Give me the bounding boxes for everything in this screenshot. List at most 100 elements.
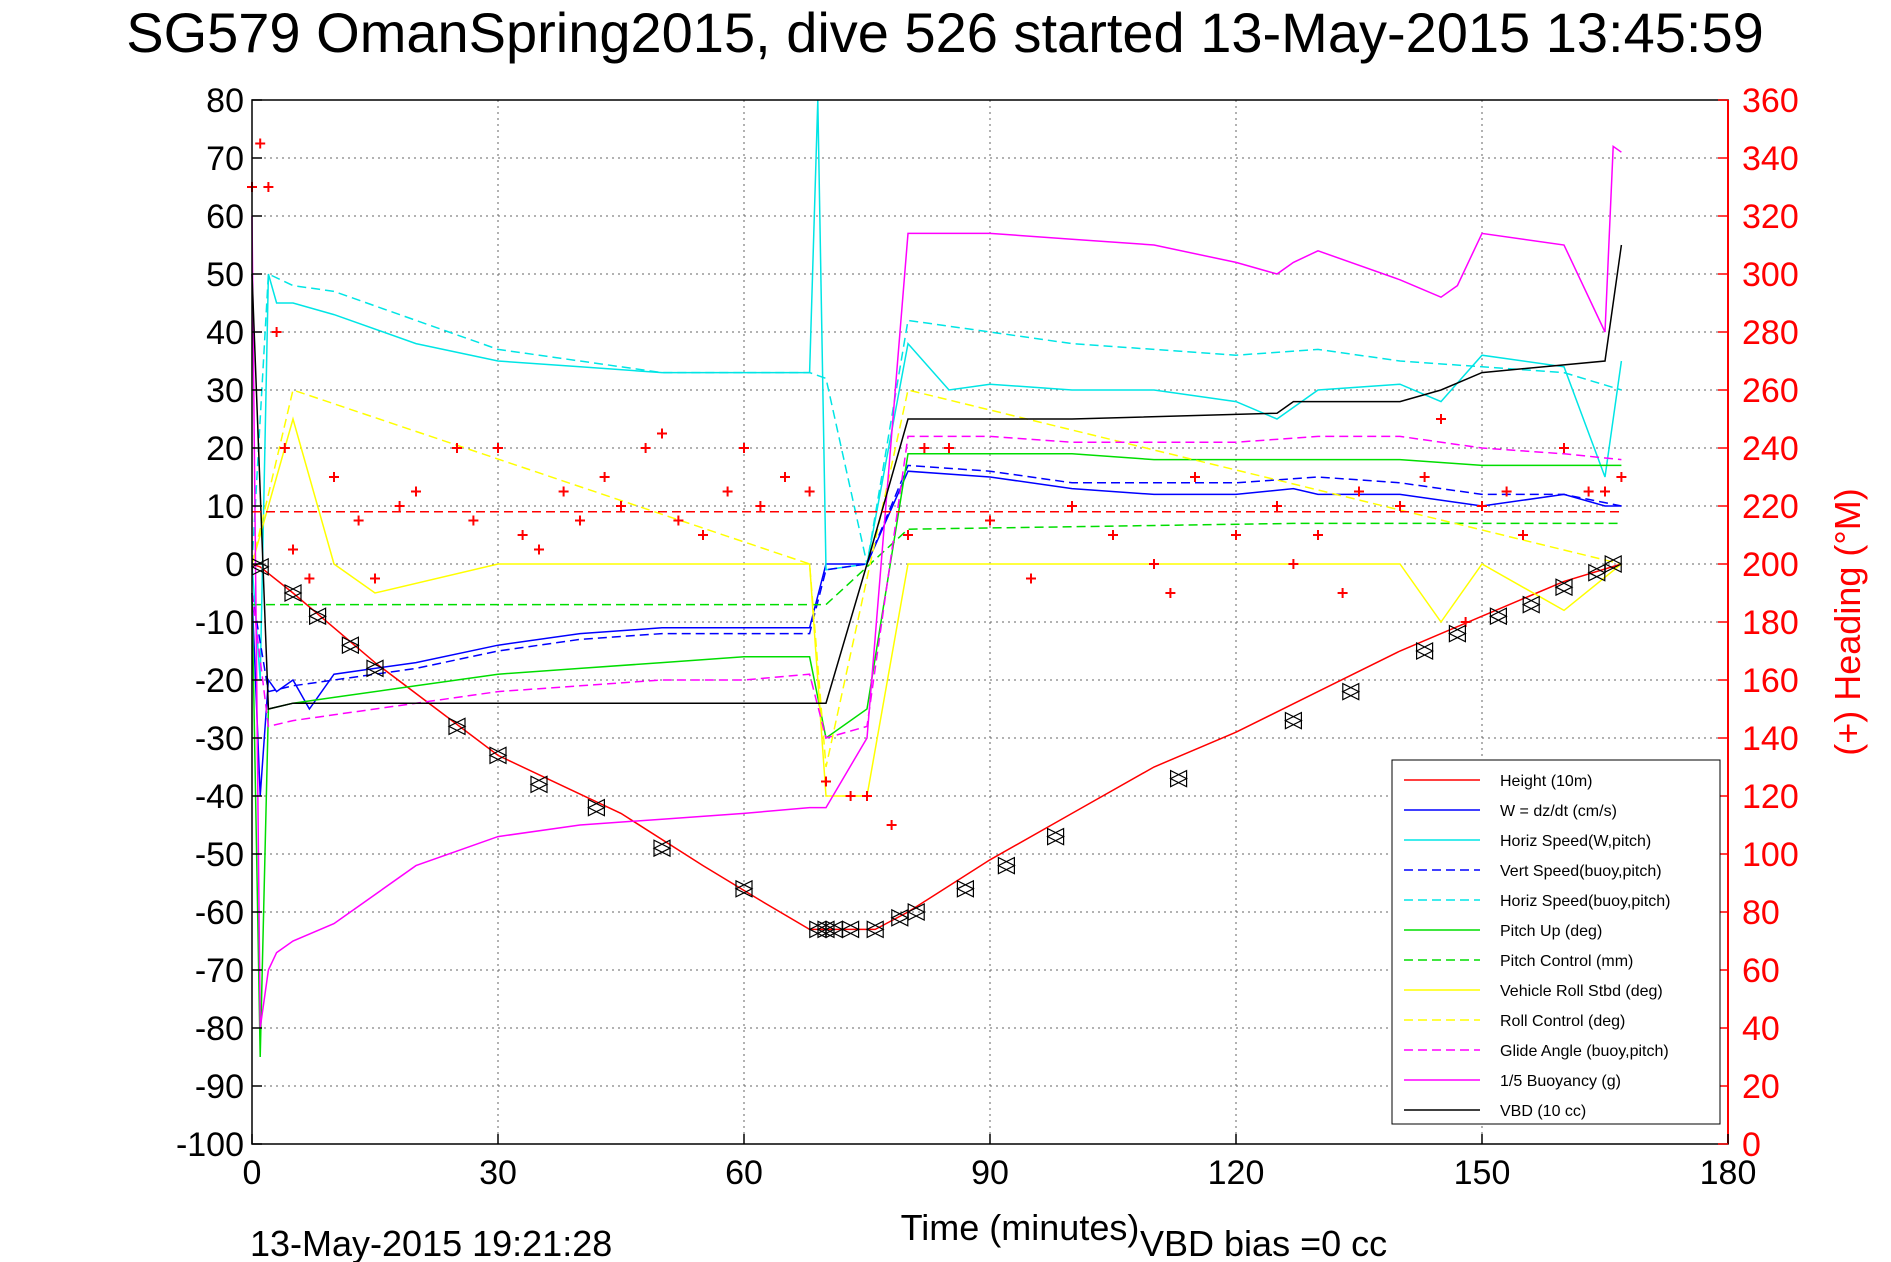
- axis-ticks: 0 30 60 90 120 150 18080706050403020100-10-20-…: [176, 82, 1799, 1192]
- heading-point: [558, 486, 569, 497]
- heading-point: [657, 428, 667, 439]
- heading-point: [903, 530, 913, 540]
- depth-markers: [250, 555, 1623, 939]
- heading-point: [1518, 530, 1528, 540]
- heading-point: [698, 530, 708, 540]
- right-tick-label: 360: [1742, 82, 1799, 120]
- x-axis-label: Time (minutes): [901, 1207, 1140, 1248]
- right-tick-label: 340: [1742, 140, 1799, 178]
- depth-marker: [1521, 595, 1541, 614]
- heading-point: [821, 776, 831, 787]
- footer-timestamp: 13-May-2015 19:21:28: [250, 1223, 612, 1262]
- heading-point: [1559, 443, 1569, 453]
- heading-point: [919, 443, 930, 453]
- legend-entry: Horiz Speed(W,pitch): [1404, 833, 1651, 850]
- heading-point: [1067, 501, 1077, 511]
- heading-point: [394, 501, 405, 511]
- heading-point: [493, 443, 503, 453]
- depth-marker: [652, 839, 672, 858]
- series-line-0: [251, 563, 1622, 931]
- legend-entry: Glide Angle (buoy,pitch): [1404, 1043, 1669, 1060]
- y-tick-label: -60: [195, 894, 244, 932]
- legend-label: Glide Angle (buoy,pitch): [1500, 1043, 1669, 1060]
- vbd-bias-label: VBD bias =0 cc: [1140, 1223, 1387, 1262]
- series-line-7: [251, 416, 1622, 797]
- legend-label: Pitch Up (deg): [1500, 923, 1602, 940]
- heading-point: [271, 327, 282, 337]
- y-tick-label: 80: [206, 82, 244, 120]
- y-tick-label: -80: [195, 1010, 244, 1048]
- legend-entry: Vert Speed(buoy,pitch): [1404, 863, 1662, 880]
- x-tick-label: 30: [479, 1154, 517, 1192]
- legend-entry: Pitch Control (mm): [1404, 953, 1633, 970]
- heading-point: [279, 443, 290, 453]
- y-tick-label: -10: [195, 604, 244, 642]
- heading-point: [575, 515, 585, 526]
- heading-point: [534, 544, 544, 555]
- right-tick-label: 60: [1742, 952, 1780, 990]
- right-tick-label: 120: [1742, 778, 1799, 816]
- x-tick-label: 150: [1454, 1154, 1511, 1192]
- right-tick-label: 320: [1742, 198, 1799, 236]
- heading-point: [616, 501, 626, 511]
- depth-marker: [308, 607, 327, 626]
- depth-marker: [1284, 711, 1303, 730]
- right-tick-label: 140: [1742, 720, 1799, 758]
- right-tick-label: 100: [1742, 836, 1799, 874]
- depth-marker: [1448, 624, 1467, 643]
- legend-entry: 1/5 Buoyancy (g): [1404, 1073, 1621, 1090]
- y-tick-label: 0: [225, 546, 244, 584]
- x-tick-label: 120: [1208, 1154, 1265, 1192]
- legend-label: Vert Speed(buoy,pitch): [1500, 863, 1662, 880]
- x-tick-label: 0: [243, 1154, 262, 1192]
- y-tick-label: -50: [195, 836, 244, 874]
- depth-marker: [734, 879, 754, 898]
- heading-point: [1354, 486, 1364, 497]
- heading-point: [1026, 573, 1036, 584]
- legend-entry: Roll Control (deg): [1404, 1013, 1625, 1030]
- legend: Height (10m) W = dz/dt (cm/s) Horiz Speed(…: [1391, 759, 1721, 1125]
- series-line-6: [252, 522, 1622, 606]
- series-lines: [251, 99, 1623, 1058]
- depth-marker: [488, 746, 508, 765]
- heading-point: [845, 791, 856, 801]
- legend-entry: Height (10m): [1404, 773, 1592, 790]
- heading-point: [1477, 501, 1487, 511]
- legend-label: Horiz Speed(buoy,pitch): [1500, 893, 1670, 910]
- heading-point: [886, 820, 897, 830]
- heading-point: [985, 515, 995, 526]
- y-tick-label: 10: [206, 488, 244, 526]
- right-axis-label: (+) Heading (°M): [1827, 488, 1868, 755]
- heading-point: [370, 573, 380, 584]
- depth-marker: [341, 636, 360, 655]
- heading-point: [304, 573, 315, 584]
- heading-point: [1600, 486, 1610, 497]
- heading-point: [722, 486, 733, 497]
- depth-marker: [841, 920, 860, 939]
- heading-point: [263, 182, 274, 192]
- heading-point: [755, 501, 766, 511]
- heading-point: [1313, 530, 1323, 540]
- depth-marker: [1169, 769, 1188, 788]
- depth-marker: [997, 856, 1016, 875]
- legend-label: 1/5 Buoyancy (g): [1500, 1073, 1621, 1090]
- legend-entry: VBD (10 cc): [1404, 1103, 1586, 1120]
- y-tick-label: 60: [206, 198, 244, 236]
- series-line-3: [251, 464, 1622, 693]
- heading-point: [517, 530, 528, 540]
- heading-point: [452, 443, 462, 453]
- depth-marker: [587, 798, 606, 817]
- right-tick-label: 20: [1742, 1068, 1780, 1106]
- heading-point: [780, 472, 790, 482]
- depth-marker: [447, 717, 467, 736]
- heading-point: [1419, 472, 1430, 482]
- depth-marker: [1489, 607, 1508, 626]
- heading-point: [1190, 472, 1200, 482]
- series-line-11: [251, 244, 1623, 710]
- heading-point: [1165, 588, 1176, 598]
- y-tick-label: -30: [195, 720, 244, 758]
- right-tick-label: 280: [1742, 314, 1799, 352]
- right-tick-label: 200: [1742, 546, 1799, 584]
- heading-point: [862, 791, 872, 801]
